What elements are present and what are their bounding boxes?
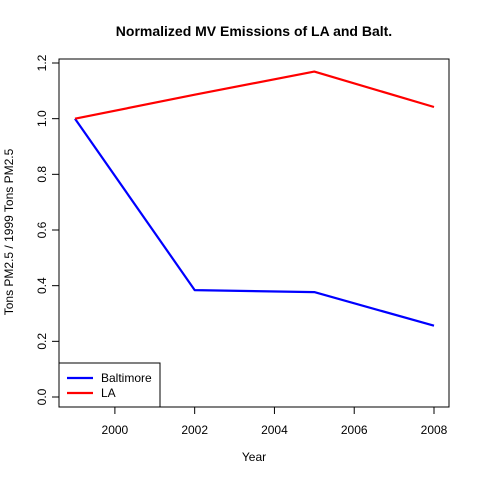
legend-label: Baltimore xyxy=(101,371,152,385)
x-tick-label: 2008 xyxy=(421,423,448,437)
y-axis: 0.0 0.2 0.4 0.6 0.8 1.0 1.2 xyxy=(35,54,60,405)
x-tick-label: 2000 xyxy=(102,423,129,437)
y-axis-label: Tons PM2.5 / 1999 Tons PM2.5 xyxy=(2,148,16,315)
y-tick-label: 0.6 xyxy=(35,221,49,238)
y-tick-label: 1.2 xyxy=(35,54,49,71)
x-tick-label: 2006 xyxy=(341,423,368,437)
series-layer xyxy=(74,70,435,327)
legend-label: LA xyxy=(101,386,116,400)
y-tick-label: 1.0 xyxy=(35,110,49,127)
x-tick-label: 2002 xyxy=(181,423,208,437)
x-tick-label: 2004 xyxy=(261,423,288,437)
y-tick-label: 0.2 xyxy=(35,333,49,350)
series-line-baltimore xyxy=(74,118,435,327)
y-tick-label: 0.4 xyxy=(35,277,49,294)
series-line-la xyxy=(74,70,435,120)
x-axis-label: Year xyxy=(242,450,266,464)
chart-title: Normalized MV Emissions of LA and Balt. xyxy=(116,23,392,39)
legend-box xyxy=(58,362,161,408)
y-tick-label: 0.0 xyxy=(35,388,49,405)
y-tick-label: 0.8 xyxy=(35,166,49,183)
x-axis: 2000 2002 2004 2006 2008 xyxy=(102,407,448,437)
